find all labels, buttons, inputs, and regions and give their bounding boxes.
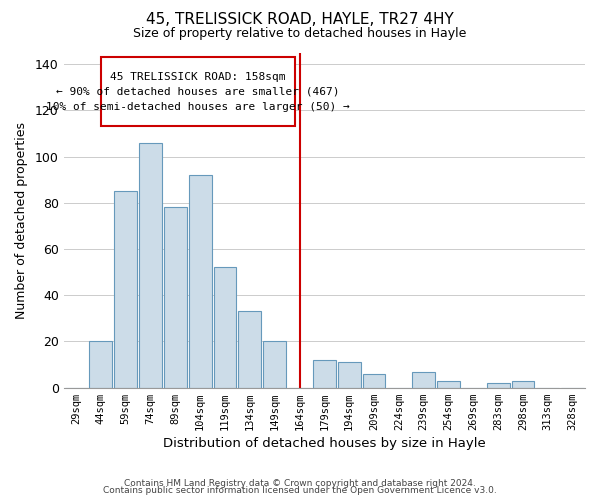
- Bar: [214, 268, 236, 388]
- X-axis label: Distribution of detached houses by size in Hayle: Distribution of detached houses by size …: [163, 437, 486, 450]
- Bar: [313, 360, 336, 388]
- Bar: [238, 312, 261, 388]
- Bar: [437, 381, 460, 388]
- Bar: [89, 342, 112, 388]
- Bar: [115, 191, 137, 388]
- Text: 45 TRELISSICK ROAD: 158sqm
← 90% of detached houses are smaller (467)
10% of sem: 45 TRELISSICK ROAD: 158sqm ← 90% of deta…: [46, 72, 350, 112]
- Bar: [338, 362, 361, 388]
- Bar: [263, 342, 286, 388]
- Bar: [164, 208, 187, 388]
- Text: Size of property relative to detached houses in Hayle: Size of property relative to detached ho…: [133, 28, 467, 40]
- Bar: [189, 175, 212, 388]
- Bar: [139, 142, 162, 388]
- Text: 45, TRELISSICK ROAD, HAYLE, TR27 4HY: 45, TRELISSICK ROAD, HAYLE, TR27 4HY: [146, 12, 454, 28]
- Y-axis label: Number of detached properties: Number of detached properties: [15, 122, 28, 318]
- Bar: [512, 381, 535, 388]
- Bar: [412, 372, 435, 388]
- Text: Contains HM Land Registry data © Crown copyright and database right 2024.: Contains HM Land Registry data © Crown c…: [124, 478, 476, 488]
- Bar: [487, 383, 509, 388]
- Text: Contains public sector information licensed under the Open Government Licence v3: Contains public sector information licen…: [103, 486, 497, 495]
- FancyBboxPatch shape: [101, 57, 295, 126]
- Bar: [362, 374, 385, 388]
